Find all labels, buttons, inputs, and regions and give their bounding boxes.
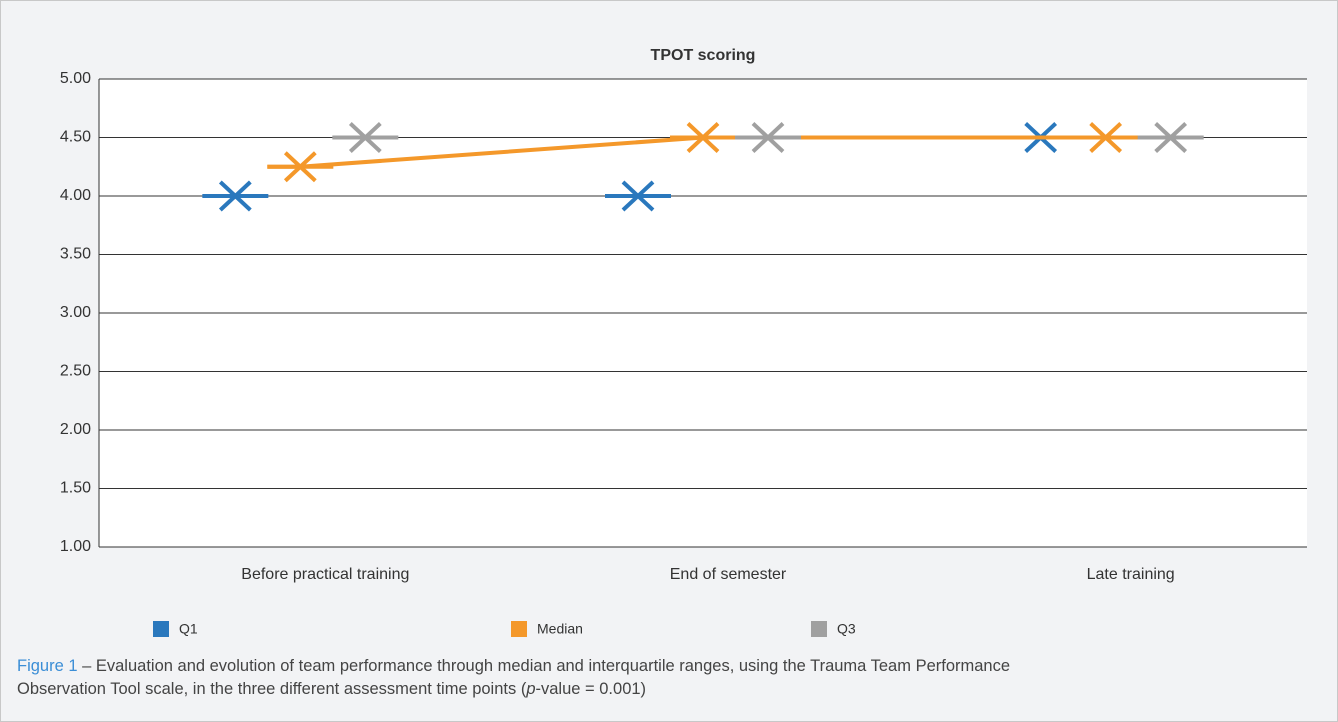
marker	[735, 122, 801, 153]
marker	[605, 180, 671, 212]
chart-title: TPOT scoring	[651, 47, 756, 64]
legend-swatch	[153, 621, 169, 637]
y-tick-label: 4.50	[60, 129, 91, 146]
legend-label: Median	[537, 621, 583, 637]
y-tick-label: 5.00	[60, 70, 91, 87]
y-tick-label: 4.00	[60, 187, 91, 204]
marker	[267, 151, 334, 183]
y-tick-label: 3.50	[60, 246, 91, 263]
marker-cross	[348, 122, 382, 153]
marker-cross	[751, 122, 785, 153]
y-tick-label: 1.00	[60, 538, 91, 555]
marker-cross	[283, 151, 317, 183]
marker	[670, 122, 736, 153]
x-tick-label: End of semester	[670, 566, 787, 583]
marker	[202, 180, 269, 212]
marker-cross	[621, 180, 655, 212]
legend-swatch	[811, 621, 827, 637]
x-tick-label: Before practical training	[241, 566, 409, 583]
marker	[332, 122, 399, 153]
marker-cross	[1089, 122, 1123, 153]
chart: TPOT scoring 1.00 1.50 2.00 2.50 3.00 3.50 4.0…	[60, 47, 1307, 637]
marker-cross	[1154, 122, 1188, 153]
marker-cross	[686, 122, 720, 153]
y-tick-label: 3.00	[60, 304, 91, 321]
marker	[1137, 122, 1204, 153]
marker	[1072, 122, 1139, 153]
x-tick-label: Late training	[1087, 566, 1175, 583]
legend-label: Q3	[837, 621, 856, 637]
y-tick-label: 2.50	[60, 363, 91, 380]
caption-text: -value = 0.001)	[535, 680, 647, 698]
caption-label: Figure 1	[17, 657, 78, 675]
y-tick-label: 1.50	[60, 480, 91, 497]
marker-cross	[218, 180, 252, 212]
y-tick-label: 2.00	[60, 421, 91, 438]
caption-text: Observation Tool scale, in the three dif…	[17, 680, 527, 698]
caption-text: – Evaluation and evolution of team perfo…	[77, 657, 1011, 675]
legend-swatch	[511, 621, 527, 637]
legend-label: Q1	[179, 621, 198, 637]
caption-italic: p	[526, 680, 536, 698]
caption: Figure 1 – Evaluation and evolution of t…	[17, 655, 1010, 701]
